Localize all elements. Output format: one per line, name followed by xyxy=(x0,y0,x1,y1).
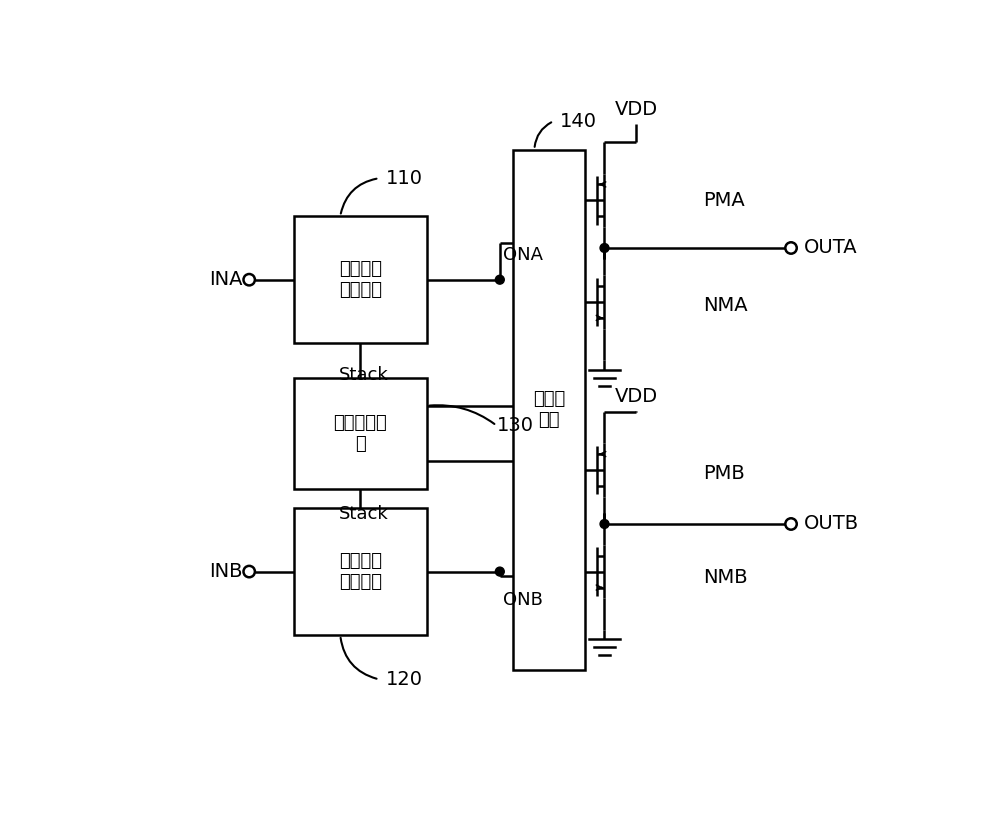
Text: OUTA: OUTA xyxy=(804,238,858,257)
Circle shape xyxy=(243,566,255,578)
Bar xyxy=(512,150,585,670)
Bar xyxy=(294,378,427,489)
Text: 140: 140 xyxy=(560,111,597,130)
Text: NMA: NMA xyxy=(703,296,747,315)
Text: Stack: Stack xyxy=(339,366,388,384)
Text: ONB: ONB xyxy=(503,591,543,609)
Text: Stack: Stack xyxy=(339,505,388,523)
Text: 130: 130 xyxy=(497,416,534,435)
Text: ONA: ONA xyxy=(503,246,543,264)
Text: 第二检测
控制电路: 第二检测 控制电路 xyxy=(339,552,382,591)
Text: NMB: NMB xyxy=(703,569,747,588)
Circle shape xyxy=(785,518,797,530)
Text: INA: INA xyxy=(209,270,243,289)
Text: INB: INB xyxy=(209,562,243,581)
Text: 第一检测
控制电路: 第一检测 控制电路 xyxy=(339,260,382,299)
Circle shape xyxy=(600,244,609,252)
Circle shape xyxy=(495,567,504,576)
Text: PMB: PMB xyxy=(703,464,745,483)
Text: 110: 110 xyxy=(386,169,423,188)
Circle shape xyxy=(785,242,797,254)
Text: VDD: VDD xyxy=(615,101,658,119)
Text: 并联检测电
路: 并联检测电 路 xyxy=(333,414,387,453)
Circle shape xyxy=(243,274,255,285)
Text: PMA: PMA xyxy=(703,191,745,210)
Text: 预驱动
电路: 预驱动 电路 xyxy=(533,391,565,429)
Circle shape xyxy=(495,275,504,284)
Text: 120: 120 xyxy=(386,670,423,689)
Bar xyxy=(294,508,427,635)
Text: VDD: VDD xyxy=(615,387,658,406)
Text: OUTB: OUTB xyxy=(804,514,859,533)
Circle shape xyxy=(600,520,609,528)
Bar xyxy=(294,216,427,343)
